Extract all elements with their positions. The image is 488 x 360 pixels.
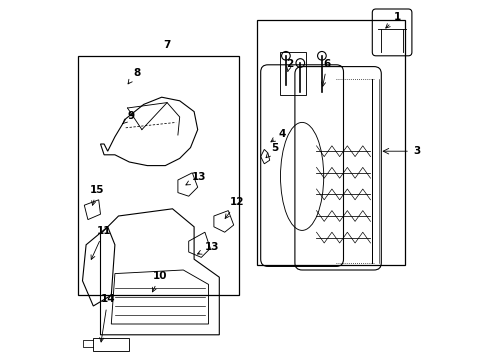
Text: 4: 4 bbox=[270, 129, 285, 142]
Text: 12: 12 bbox=[224, 197, 244, 219]
Text: 8: 8 bbox=[128, 68, 140, 84]
Text: 7: 7 bbox=[163, 40, 170, 50]
Text: 14: 14 bbox=[100, 294, 115, 342]
Text: 3: 3 bbox=[412, 146, 419, 156]
Text: 13: 13 bbox=[185, 172, 206, 185]
Text: 10: 10 bbox=[152, 271, 167, 292]
Text: 11: 11 bbox=[91, 226, 111, 260]
Text: 13: 13 bbox=[197, 242, 219, 254]
Text: 1: 1 bbox=[385, 12, 400, 28]
Text: 6: 6 bbox=[321, 59, 330, 86]
Text: 15: 15 bbox=[89, 185, 104, 205]
Text: 9: 9 bbox=[122, 111, 134, 124]
Text: 2: 2 bbox=[285, 59, 292, 72]
Text: 5: 5 bbox=[265, 143, 278, 158]
